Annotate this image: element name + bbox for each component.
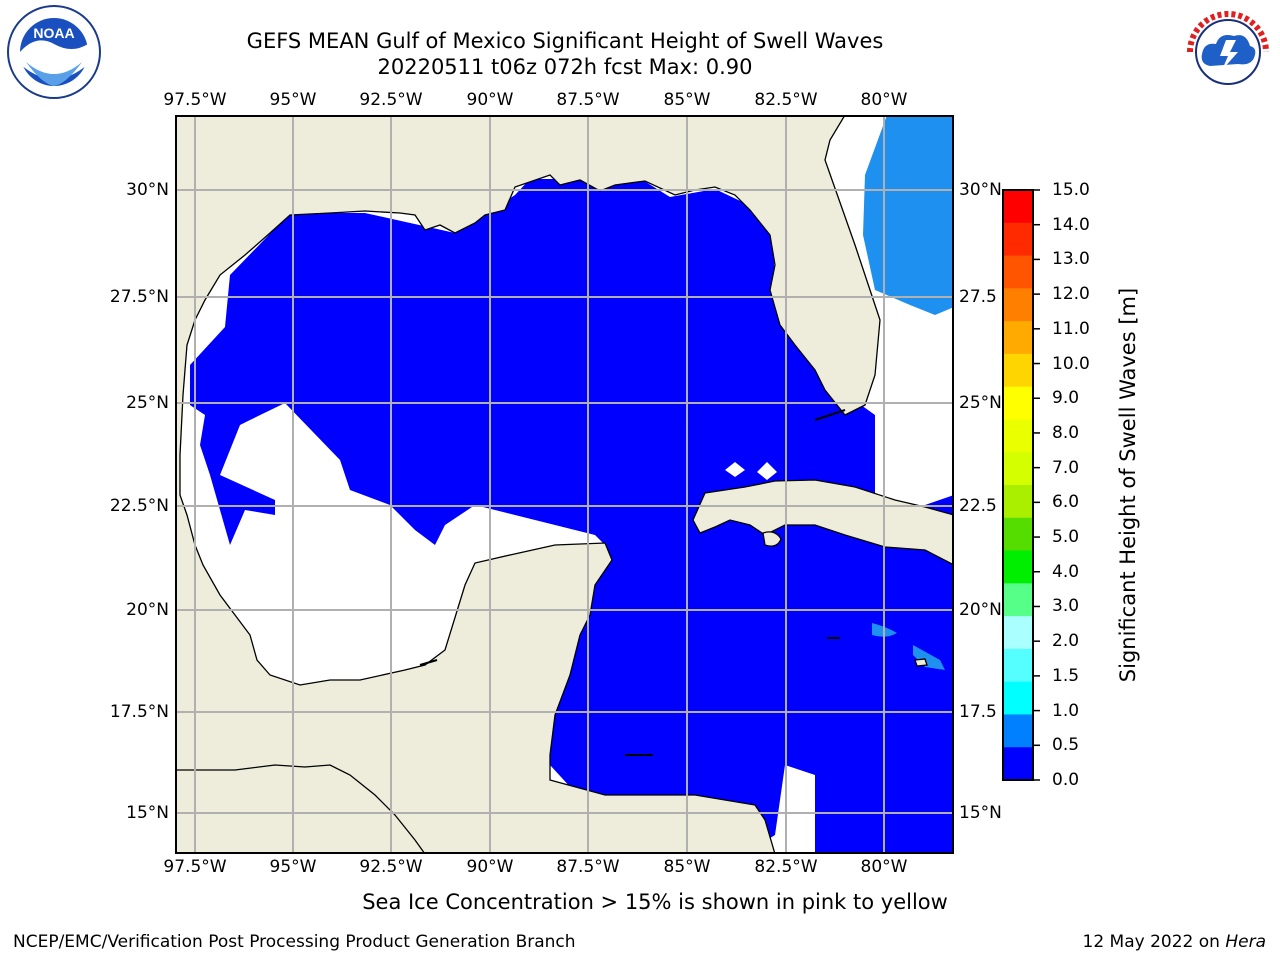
colorbar-segment [1003, 255, 1033, 289]
footer-date: 12 May 2022 on Hera [1083, 932, 1267, 952]
colorbar-segment [1003, 353, 1033, 388]
lat-label-left: 22.5°N [109, 496, 169, 516]
colorbar-tick-label: 2.0 [1052, 631, 1080, 652]
lon-label-top: 82.5°W [754, 90, 818, 110]
colorbar-tick-label: 14.0 [1052, 214, 1090, 235]
colorbar-tick-label: 3.0 [1052, 596, 1080, 617]
colorbar-segment [1003, 616, 1033, 650]
swell-region-atlantic [863, 115, 954, 315]
chart-subtitle: 20220511 t06z 072h fcst Max: 0.90 [377, 55, 753, 79]
colorbar-tick-label: 13.0 [1052, 249, 1090, 270]
swell-gap-small3 [915, 377, 935, 393]
colorbar-segment [1003, 190, 1033, 224]
colorbar-segment [1003, 714, 1033, 748]
lon-label-top: 95°W [269, 90, 317, 110]
lat-label-left: 27.5°N [109, 287, 169, 307]
land-jamaica [914, 658, 928, 667]
lon-label-top: 97.5°W [163, 90, 227, 110]
colorbar-tick-label: 4.0 [1052, 561, 1080, 582]
colorbar-tick-label: 10.0 [1052, 353, 1090, 374]
colorbar-tick-label: 0.5 [1052, 735, 1080, 756]
lat-label-left: 25°N [126, 393, 169, 413]
lon-label-bottom: 92.5°W [359, 857, 423, 877]
lat-label-right: 27.5 [959, 287, 997, 307]
map-panel [175, 115, 954, 854]
colorbar-segment [1003, 288, 1033, 322]
lon-label-bottom: 90°W [466, 857, 514, 877]
lat-label-left: 20°N [126, 600, 169, 620]
nws-logo [1182, 6, 1274, 98]
colorbar-title: Significant Height of Swell Waves [m] [1116, 287, 1140, 683]
colorbar-tick-label: 11.0 [1052, 318, 1090, 339]
map-frame [175, 115, 954, 854]
colorbar-segment [1003, 681, 1033, 715]
lon-label-bottom: 95°W [269, 857, 317, 877]
colorbar-tick-label: 7.0 [1052, 457, 1080, 478]
swell-patch-caribbean2 [913, 645, 945, 670]
colorbar-tick-label: 8.0 [1052, 422, 1080, 443]
swell-gap-small1 [725, 462, 745, 477]
lon-label-top: 85°W [663, 90, 711, 110]
lon-label-top: 92.5°W [359, 90, 423, 110]
land [175, 115, 954, 854]
colorbar-tick-label: 5.0 [1052, 527, 1080, 548]
swell-gap-yucatan [413, 555, 475, 570]
colorbar-frame [1002, 189, 1034, 781]
colorbar-tick-label: 9.0 [1052, 388, 1080, 409]
land-us [175, 115, 881, 854]
swell-gap-small2 [757, 462, 777, 480]
colorbar-segment [1003, 747, 1033, 781]
lat-label-left: 17.5°N [109, 702, 169, 722]
lat-label-right: 17.5 [959, 702, 997, 722]
lat-label-right: 30°N [959, 180, 1002, 200]
lon-label-bottom: 82.5°W [754, 857, 818, 877]
noaa-logo: NOAA [7, 5, 101, 99]
colorbar-segment [1003, 386, 1033, 420]
colorbar-segment [1003, 419, 1033, 453]
lon-label-top: 80°W [860, 90, 908, 110]
colorbar [1002, 189, 1040, 781]
lat-label-right: 22.5 [959, 496, 997, 516]
footer-branch: NCEP/EMC/Verification Post Processing Pr… [13, 932, 576, 952]
footer-host: Hera [1225, 932, 1266, 952]
lon-label-top: 87.5°W [556, 90, 620, 110]
swell-region-main [190, 179, 954, 854]
colorbar-segment [1003, 648, 1033, 683]
colorbar-segment [1003, 485, 1033, 519]
colorbar-tick-label: 6.0 [1052, 492, 1080, 513]
colorbar-tick-label: 0.0 [1052, 770, 1080, 790]
colorbar-segment [1003, 452, 1033, 486]
lat-label-left: 15°N [126, 803, 169, 823]
graticule [175, 115, 954, 854]
lon-label-bottom: 97.5°W [163, 857, 227, 877]
colorbar-tick-label: 1.5 [1052, 665, 1080, 686]
swell-gap-right [925, 405, 954, 495]
colorbar-tick-label: 1.0 [1052, 700, 1080, 721]
colorbar-segment [1003, 321, 1033, 355]
land-isla-juventud [762, 531, 782, 547]
lon-label-bottom: 85°W [663, 857, 711, 877]
lat-label-right: 25°N [959, 393, 1002, 413]
colorbar-segment [1003, 583, 1033, 617]
lon-label-top: 90°W [466, 90, 514, 110]
colorbar-tick-label: 15.0 [1052, 180, 1090, 200]
colorbar-segment [1003, 550, 1033, 584]
lat-label-right: 15°N [959, 803, 1002, 823]
footer-date-text: 12 May 2022 on [1082, 932, 1226, 952]
colorbar-segment [1003, 517, 1033, 552]
lon-label-bottom: 87.5°W [556, 857, 620, 877]
lat-label-left: 30°N [126, 180, 169, 200]
islands [419, 409, 846, 756]
sea-ice-note: Sea Ice Concentration > 15% is shown in … [362, 890, 948, 914]
lon-label-bottom: 80°W [860, 857, 908, 877]
lat-label-right: 20°N [959, 600, 1002, 620]
noaa-logo-text: NOAA [33, 25, 74, 41]
colorbar-segment [1003, 222, 1033, 257]
chart-title: GEFS MEAN Gulf of Mexico Significant Hei… [246, 29, 884, 53]
colorbar-tick-label: 12.0 [1052, 284, 1090, 305]
